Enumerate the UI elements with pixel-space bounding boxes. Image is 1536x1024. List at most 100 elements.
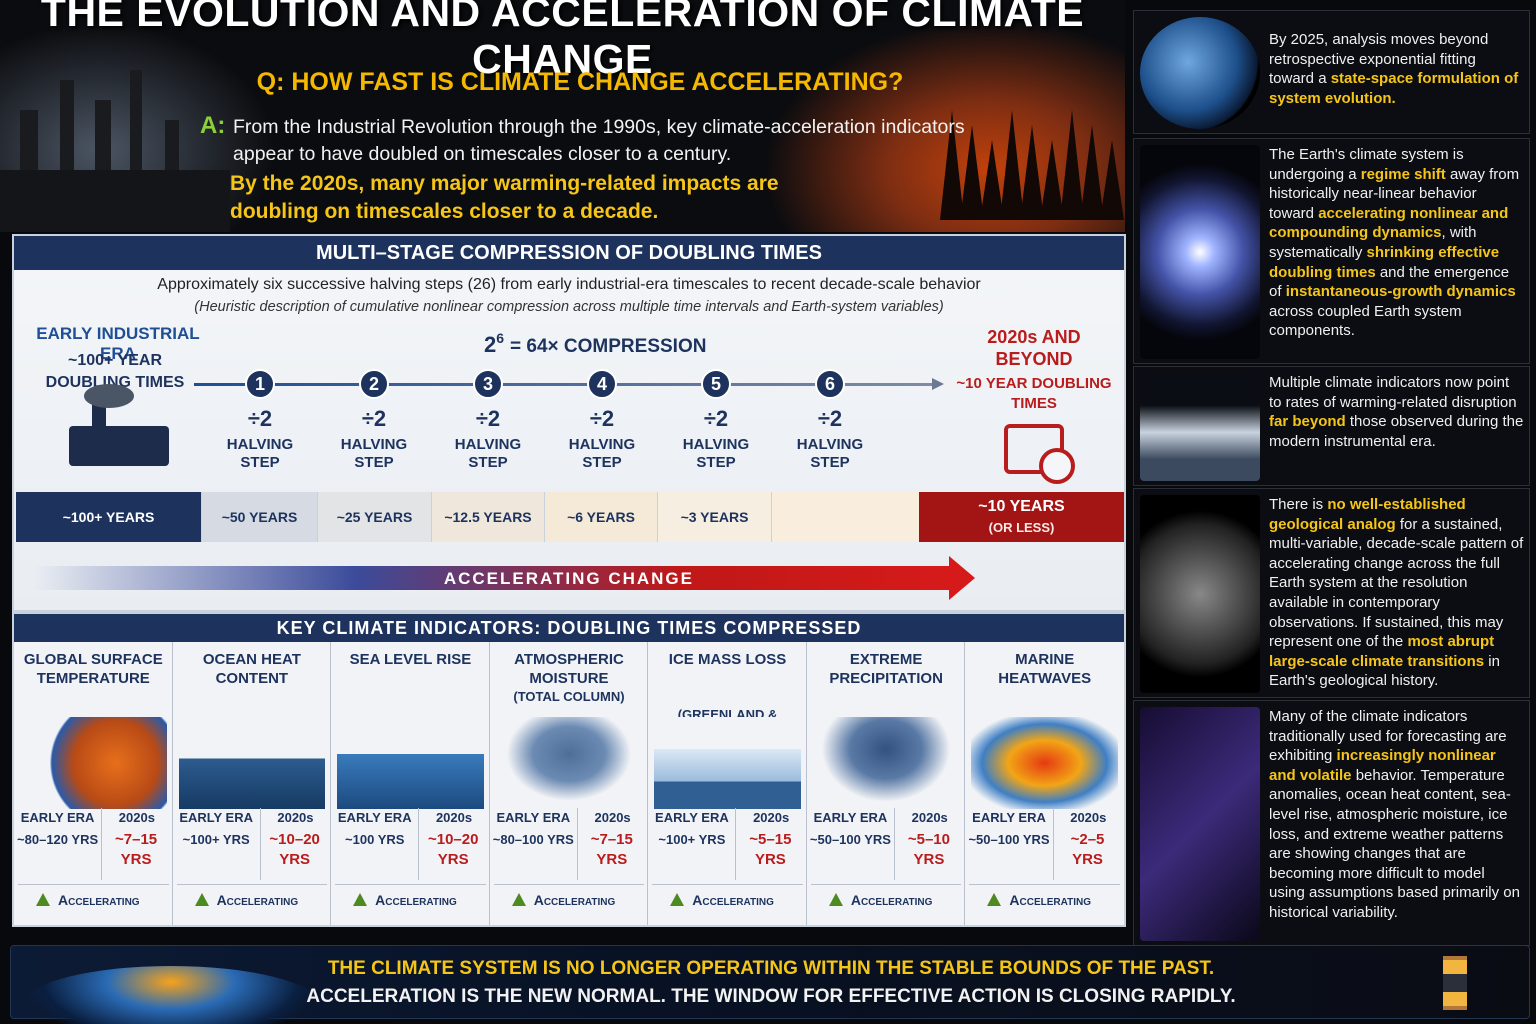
indicator-column: GLOBAL SURFACE TEMPERATURE EARLY ERA ~80–1… <box>14 642 173 925</box>
step-divisor: ÷2 <box>475 406 501 431</box>
panel-text-part: most abrupt large-scale climate transiti… <box>1269 633 1495 670</box>
panel-text-part: By 2025, analysis moves beyond retrospec… <box>1269 31 1489 88</box>
status-divider <box>810 884 962 885</box>
indicator-image <box>971 717 1118 809</box>
panel-image <box>1140 707 1260 941</box>
status-label: Accelerating <box>692 892 774 908</box>
panel-text-part: regime shift <box>1360 165 1446 183</box>
timeline-cell: ~3 YEARS <box>658 492 772 542</box>
step-arrow-line <box>194 383 934 386</box>
panel-text: The Earth's climate system is undergoing… <box>1269 145 1524 341</box>
panel-image <box>1140 145 1260 359</box>
status-icon <box>670 893 685 906</box>
early-value: ~80–100 YRS <box>492 832 574 847</box>
early-value: ~80–120 YRS <box>17 832 99 847</box>
panel-text-part: state-space formulation of system evolut… <box>1269 70 1519 107</box>
panel-image <box>1140 17 1260 129</box>
early-value: ~100+ YRS <box>182 832 250 847</box>
panel-text-part: , with systematically <box>1269 224 1477 261</box>
panel-text-part: and the emergence of <box>1269 263 1510 301</box>
step-divisor: ÷2 <box>361 406 387 431</box>
smoke <box>84 384 134 408</box>
panel-text: By 2025, analysis moves beyond retrospec… <box>1269 30 1524 108</box>
section-title: KEY CLIMATE INDICATORS: DOUBLING TIMES C… <box>14 614 1124 642</box>
indicator-column: EXTREME PRECIPITATION EARLY ERA ~50–100 YR… <box>807 642 966 925</box>
status-label: Accelerating <box>375 892 457 908</box>
indicator-column: MARINE HEATWAVES EARLY ERA ~50–100 YRS 2020… <box>965 642 1124 925</box>
status-icon <box>36 893 50 906</box>
recent-value: ~7–15 YRS <box>590 831 633 868</box>
sidebar-panel: The Earth's climate system is undergoing… <box>1133 138 1530 364</box>
step-divisor: ÷2 <box>589 406 615 431</box>
timeline-gap <box>772 492 919 542</box>
era-divider <box>735 808 737 880</box>
timeline-end <box>919 492 1124 542</box>
step-divisor: ÷2 <box>817 406 843 431</box>
early-label: EARLY ERA <box>496 810 571 825</box>
start-sub: ~100+ YEAR DOUBLING TIMES <box>45 352 185 391</box>
recent-label: 2020s <box>435 810 473 825</box>
status-icon <box>828 893 843 906</box>
step-divisor: ÷2 <box>247 406 273 431</box>
status-icon <box>353 893 368 906</box>
panel-text-part: in Earth's geological history. <box>1269 652 1500 690</box>
clock-icon <box>1039 448 1075 484</box>
panel-text-part: The Earth's climate system is undergoing… <box>1269 146 1464 183</box>
early-value: ~50–100 YRS <box>809 832 891 847</box>
early-label: EARLY ERA <box>179 810 254 825</box>
status-divider <box>335 884 486 885</box>
status-label: Accelerating <box>58 892 140 908</box>
indicator-image <box>812 717 960 809</box>
panel-text-part: far beyond <box>1269 413 1346 431</box>
compression-panel: MULTI–STAGE COMPRESSION OF DOUBLING TIME… <box>12 234 1126 612</box>
panel-text-part: across coupled Earth system components. <box>1269 302 1462 340</box>
panel-text-part: Many of the climate indicators tradition… <box>1269 708 1507 765</box>
status-divider <box>652 884 803 885</box>
recent-value: ~5–10 YRS <box>907 831 950 868</box>
indicator-name: MARINE HEATWAVES <box>998 651 1092 687</box>
indicators-panel: KEY CLIMATE INDICATORS: DOUBLING TIMES C… <box>12 612 1126 927</box>
formula: 26 = 64× COMPRESSION <box>484 330 706 358</box>
early-value: ~50–100 YRS <box>968 832 1050 847</box>
tree <box>1100 140 1124 220</box>
indicator-name: SEA LEVEL RISE <box>349 651 472 668</box>
status-divider <box>18 884 169 885</box>
answer-text: From the Industrial Revolution through t… <box>233 116 965 165</box>
status-icon <box>987 893 1002 906</box>
step-label: HALVING STEP <box>226 436 294 471</box>
indicator-image <box>337 717 484 809</box>
panel-image <box>1140 373 1260 481</box>
step-label: HALVING STEP <box>454 436 522 471</box>
recent-value: ~5–15 YRS <box>749 831 792 868</box>
era-divider <box>259 808 261 880</box>
status-label: Accelerating <box>1009 892 1092 908</box>
start-label: EARLY INDUSTRIAL ERA <box>36 324 200 363</box>
era-divider <box>1052 808 1054 880</box>
early-label: EARLY ERA <box>972 810 1046 825</box>
footer-line1: THE CLIMATE SYSTEM IS NO LONGER OPERATIN… <box>327 958 1215 979</box>
indicator-name: GLOBAL SURFACE TEMPERATURE <box>23 651 163 687</box>
indicator-image <box>178 717 326 809</box>
status-label: Accelerating <box>850 892 933 908</box>
subtitle: Approximately six successive halving ste… <box>157 276 981 293</box>
recent-label: 2020s <box>594 810 631 825</box>
timeline-cell: ~50 YEARS <box>202 492 318 542</box>
sidebar-panel: By 2025, analysis moves beyond retrospec… <box>1133 10 1530 134</box>
answer-highlight: By the 2020s, many major warming-related… <box>230 172 779 223</box>
indicator-image <box>654 717 801 809</box>
era-divider <box>418 808 420 880</box>
panel-image <box>1140 495 1260 693</box>
header: THE EVOLUTION AND ACCELERATION OF CLIMAT… <box>0 0 1125 232</box>
recent-value: ~10–20 YRS <box>427 831 479 868</box>
factory-buildings <box>0 170 230 232</box>
early-label: EARLY ERA <box>813 810 888 825</box>
timeline-cell: ~100+ YEARS <box>16 492 202 542</box>
earth-glow <box>21 966 321 1024</box>
accel-arrow-head <box>949 556 975 600</box>
panel-text-part: behavior. Temperature anomalies, ocean h… <box>1269 766 1520 921</box>
early-value: ~100+ YRS <box>658 832 726 847</box>
recent-label: 2020s <box>118 810 155 825</box>
panel-text-part: instantaneous-growth dynamics <box>1285 283 1516 301</box>
indicator-column: SEA LEVEL RISE EARLY ERA ~100 YRS 2020s ~10–… <box>331 642 490 925</box>
panel-text: Multiple climate indicators now point to… <box>1269 373 1524 451</box>
